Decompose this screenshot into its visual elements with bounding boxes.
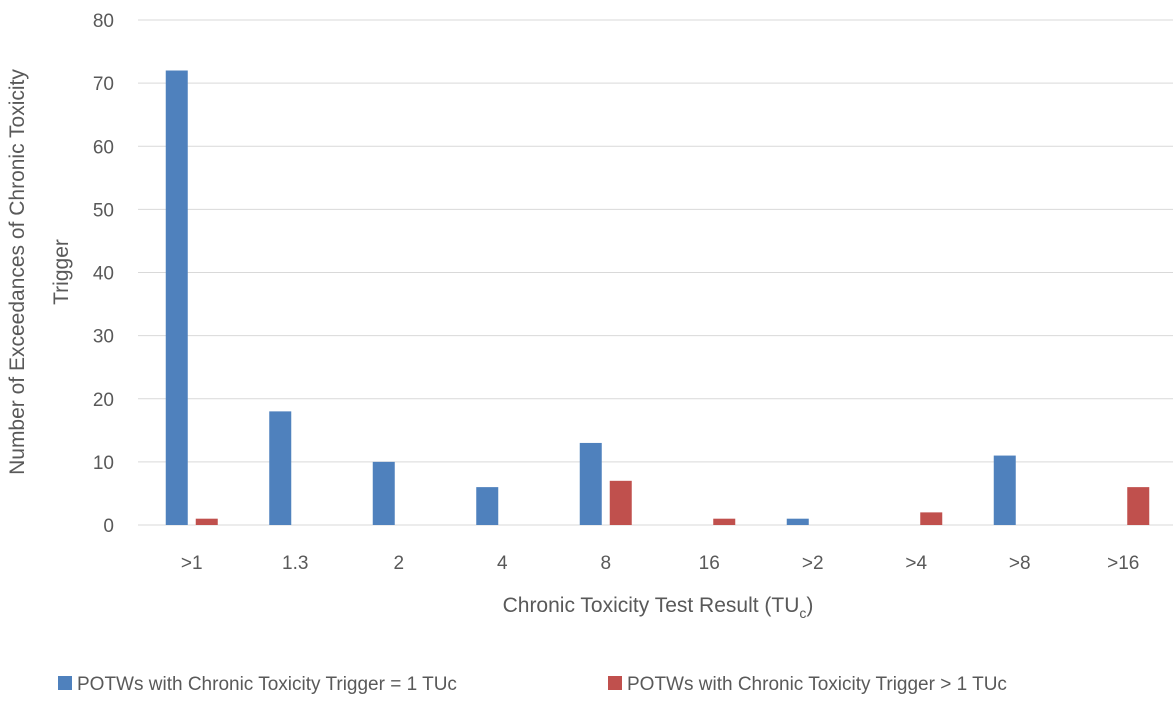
bar-series-1 <box>786 518 809 525</box>
x-tick-label: >16 <box>1107 553 1139 574</box>
bar-series-1 <box>579 442 602 525</box>
legend-swatch <box>58 676 72 690</box>
x-axis-title-close: ) <box>806 594 813 617</box>
x-tick-label: 1.3 <box>282 553 308 574</box>
y-axis-title-line-1: Number of Exceedances of Chronic Toxicit… <box>6 69 29 475</box>
y-tick-label: 70 <box>93 74 114 95</box>
x-tick-labels: >1 1.3 2 4 8 16 >2 >4 >8 >16 <box>181 553 1139 574</box>
bar-series-1 <box>993 455 1016 525</box>
y-tick-labels: 0 10 20 30 40 50 60 70 80 <box>93 11 114 537</box>
x-tick-label: >4 <box>905 553 927 574</box>
legend-label: POTWs with Chronic Toxicity Trigger = 1 … <box>77 674 457 695</box>
x-axis-title-main: Chronic Toxicity Test Result (TU <box>503 594 800 617</box>
x-axis-title: Chronic Toxicity Test Result (TUc) <box>503 594 814 621</box>
y-tick-label: 40 <box>93 264 114 285</box>
y-axis-title-line-2: Trigger <box>50 239 73 305</box>
gridlines <box>138 19 1173 526</box>
bar-series-1 <box>476 487 499 525</box>
legend-swatch <box>608 676 622 690</box>
bar-series-1 <box>372 461 395 525</box>
bar-series-2 <box>713 518 736 525</box>
x-tick-label: 4 <box>497 553 508 574</box>
x-tick-label: 8 <box>600 553 611 574</box>
x-tick-label: 2 <box>393 553 404 574</box>
x-tick-label: >1 <box>181 553 203 574</box>
y-tick-label: 10 <box>93 453 114 474</box>
y-tick-label: 80 <box>93 11 114 32</box>
x-tick-label: 16 <box>699 553 720 574</box>
legend: POTWs with Chronic Toxicity Trigger = 1 … <box>58 674 1007 695</box>
x-tick-label: >8 <box>1009 553 1031 574</box>
y-tick-label: 20 <box>93 390 114 411</box>
bar-series-2 <box>195 518 218 525</box>
bar-series-1 <box>165 70 188 525</box>
bar-series-2 <box>609 480 632 525</box>
y-tick-label: 0 <box>103 516 114 537</box>
y-tick-label: 30 <box>93 327 114 348</box>
x-axis-title-subscript: c <box>799 605 806 621</box>
x-tick-label: >2 <box>802 553 824 574</box>
legend-label: POTWs with Chronic Toxicity Trigger > 1 … <box>627 674 1007 695</box>
bars <box>165 70 1150 525</box>
y-tick-label: 50 <box>93 200 114 221</box>
bar-series-1 <box>269 411 292 525</box>
bar-series-2 <box>1127 487 1150 525</box>
bar-series-2 <box>920 512 943 525</box>
y-tick-label: 60 <box>93 137 114 158</box>
